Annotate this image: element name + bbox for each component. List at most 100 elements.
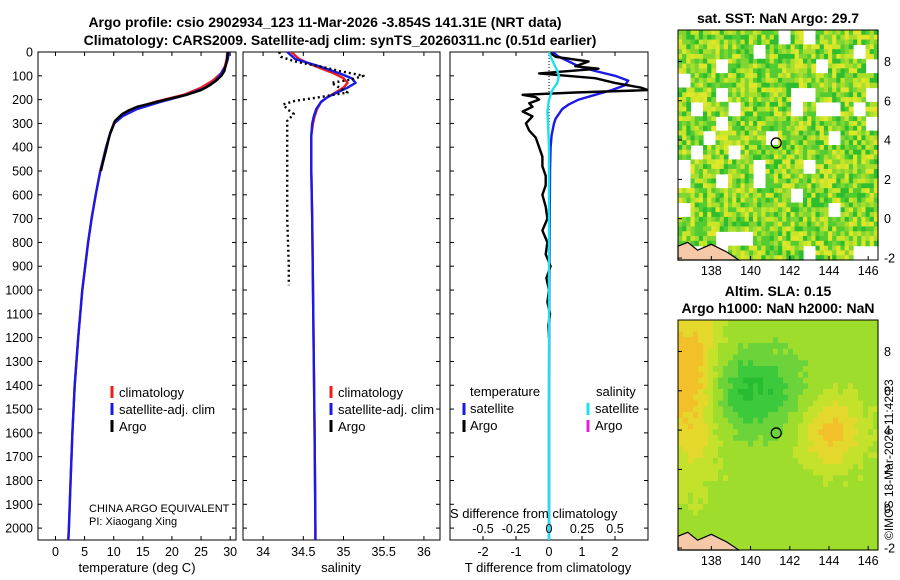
map-pixel (844, 245, 850, 252)
map-pixel (807, 221, 812, 228)
map-pixel (803, 240, 808, 247)
map-pixel (807, 178, 812, 184)
map-pixel (732, 82, 737, 89)
map-pixel (819, 130, 825, 137)
map-pixel (840, 188, 846, 194)
lat-tick-label: -2 (884, 252, 895, 266)
map-pixel (808, 469, 814, 476)
map-pixel (678, 92, 683, 98)
map-pixel (861, 236, 867, 242)
map-pixel (836, 231, 842, 237)
map-pixel (765, 159, 771, 165)
map-pixel (828, 343, 834, 350)
map-pixel (743, 423, 749, 430)
map-pixel (869, 168, 875, 175)
map-pixel (848, 173, 854, 180)
map-pixel (853, 527, 859, 534)
map-pixel (728, 73, 733, 79)
map-pixel (748, 49, 754, 55)
map-pixel (733, 463, 739, 471)
map-pixel (828, 509, 834, 517)
map-pixel (773, 183, 779, 189)
map-pixel (761, 34, 767, 41)
map-pixel (778, 544, 784, 551)
map-pixel (686, 87, 692, 93)
map-pixel (853, 452, 859, 459)
map-pixel (723, 463, 729, 471)
map-pixel (718, 377, 724, 384)
map-pixel (707, 154, 712, 160)
map-pixel (818, 463, 824, 471)
map-pixel (769, 92, 775, 98)
map-pixel (723, 154, 729, 160)
map-pixel (807, 202, 812, 208)
map-pixel (832, 87, 837, 93)
map-pixel (763, 509, 769, 517)
map-pixel (813, 417, 819, 425)
map-pixel (823, 207, 829, 213)
map-pixel (828, 360, 834, 367)
map-pixel (773, 521, 779, 528)
map-pixel (840, 77, 846, 84)
map-pixel (836, 87, 842, 93)
map-pixel (843, 515, 849, 522)
map-pixel (858, 366, 864, 373)
map-pixel (723, 492, 729, 499)
map-pixel (794, 216, 800, 223)
map-pixel (823, 515, 829, 522)
map-pixel (698, 82, 704, 89)
map-pixel (832, 188, 837, 194)
map-pixel (718, 331, 724, 338)
map-pixel (861, 82, 867, 89)
map-pixel (728, 30, 733, 36)
map-pixel (761, 226, 767, 232)
map-pixel (844, 149, 850, 156)
map-pixel (865, 231, 871, 237)
map-pixel (813, 515, 819, 522)
map-pixel (823, 154, 829, 160)
map-pixel (858, 423, 864, 430)
map-pixel (732, 130, 737, 137)
map-pixel (823, 188, 829, 194)
map-pixel (869, 30, 875, 36)
map-pixel (678, 320, 684, 327)
map-pixel (757, 73, 762, 79)
map-pixel (733, 371, 739, 379)
map-pixel (803, 515, 809, 522)
map-pixel (788, 366, 794, 373)
map-pixel (833, 417, 839, 425)
map-pixel (823, 149, 829, 156)
map-pixel (813, 492, 819, 499)
map-pixel (798, 44, 804, 50)
map-pixel (748, 320, 754, 327)
map-pixel (811, 140, 817, 146)
map-pixel (690, 58, 696, 65)
map-pixel (715, 164, 721, 170)
map-pixel (788, 463, 794, 471)
depth-tick-label: 500 (12, 165, 33, 179)
map-pixel (683, 331, 689, 338)
map-pixel (768, 417, 774, 425)
map-pixel (761, 192, 767, 199)
map-pixel (682, 87, 687, 93)
map-pixel (798, 325, 804, 333)
map-pixel (765, 77, 771, 84)
map-pixel (715, 106, 721, 113)
map-pixel (758, 337, 764, 344)
map-pixel (833, 440, 839, 448)
map-pixel (794, 250, 800, 256)
map-pixel (698, 492, 704, 499)
map-pixel (757, 140, 762, 146)
map-pixel (758, 354, 764, 361)
map-pixel (783, 440, 789, 448)
map-pixel (823, 331, 829, 338)
map-pixel (718, 452, 724, 459)
map-pixel (840, 111, 846, 117)
map-pixel (836, 68, 842, 74)
map-pixel (678, 116, 683, 122)
map-pixel (813, 377, 819, 384)
map-pixel (744, 121, 750, 127)
map-pixel (686, 44, 692, 50)
map-pixel (798, 145, 804, 151)
map-pixel (748, 130, 754, 137)
